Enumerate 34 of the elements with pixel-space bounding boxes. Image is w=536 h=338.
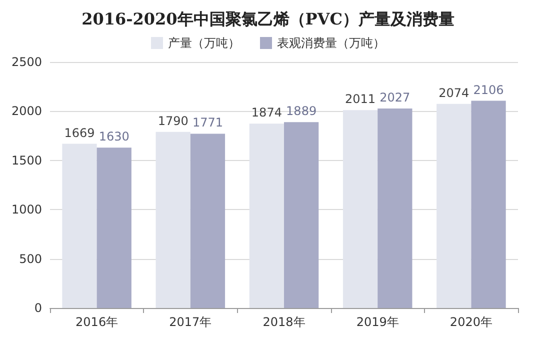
y-tick-label: 0 [34,301,42,315]
bar [190,134,226,308]
y-tick-label: 2500 [11,55,42,69]
legend-label: 产量（万吨） [168,36,240,50]
x-tick-label: 2019年 [356,315,399,329]
bar [96,148,132,308]
data-label: 2074 [438,86,470,100]
data-label: 2106 [473,82,504,97]
y-tick-label: 500 [19,252,42,266]
y-tick-label: 1000 [11,202,42,217]
data-label: 1790 [158,114,188,128]
y-tick-label: 1500 [11,153,42,168]
x-tick-label: 2017年 [169,315,212,329]
data-label: 2027 [380,90,410,105]
chart-title: 2016-2020年中国聚氯乙烯（PVC）产量及消费量 [82,10,454,28]
bar [249,124,284,308]
bar [62,144,97,308]
bar [378,108,412,308]
x-tick-label: 2016年 [76,315,118,329]
bar [471,100,506,308]
y-tick-label: 2000 [11,104,42,118]
data-label: 1889 [286,104,317,118]
x-tick-label: 2018年 [262,315,306,329]
bar [156,132,190,308]
x-tick-label: 2020年 [450,315,492,329]
bar [342,110,378,308]
bar [436,104,472,308]
data-label: 1771 [192,116,223,130]
data-label: 2011 [345,92,376,106]
legend-label: 表观消费量（万吨） [277,36,385,50]
data-label: 1630 [98,130,130,144]
data-label: 1669 [64,126,95,140]
data-label: 1874 [251,106,282,120]
bar [284,122,319,308]
